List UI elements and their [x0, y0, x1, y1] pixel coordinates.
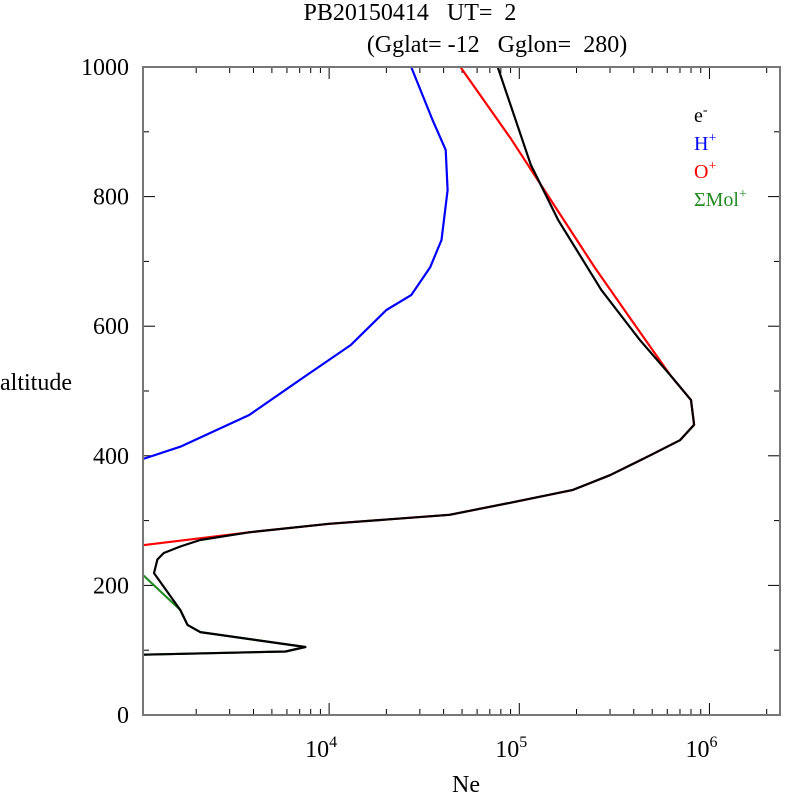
plot-frame — [142, 66, 781, 716]
y-tick-label: 400 — [93, 444, 129, 470]
x-tick-label: 104 — [305, 734, 337, 763]
chart-title-line1: PB20150414 UT= 2 — [304, 0, 517, 26]
y-axis-label: altitude — [0, 370, 72, 396]
series-line-h — [142, 66, 449, 461]
x-tick-label: 105 — [495, 734, 527, 763]
legend-entry: e- — [694, 103, 708, 127]
y-tick-label: 200 — [93, 573, 129, 599]
legend-entry: H+ — [694, 131, 716, 155]
y-tick-label: 800 — [93, 185, 129, 211]
series-line-e — [142, 66, 696, 656]
y-tick-label: 1000 — [81, 55, 129, 81]
legend-entry: ΣMol+ — [694, 187, 747, 211]
x-tick-label: 106 — [685, 734, 717, 763]
chart-title-line2: (Gglat= -12 Gglon= 280) — [367, 32, 627, 58]
x-axis-label: Ne — [452, 772, 480, 796]
y-tick-label: 600 — [93, 314, 129, 340]
y-tick-label: 0 — [117, 703, 129, 729]
legend-entry: O+ — [694, 159, 716, 183]
